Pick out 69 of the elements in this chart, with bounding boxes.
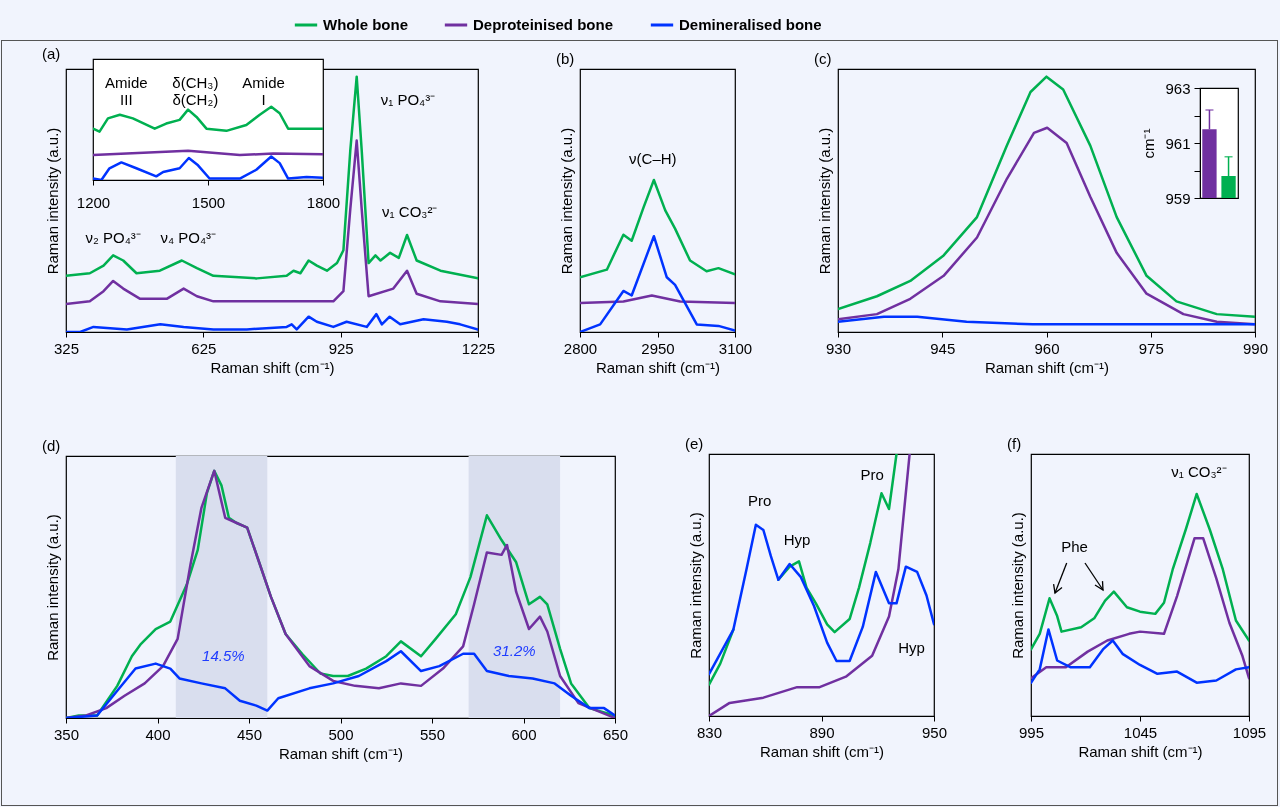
x-axis-title: Raman shift (cm⁻¹) [1078, 742, 1203, 760]
x-tick-label: 930 [825, 339, 852, 357]
y-tick-label: 963 [1165, 79, 1191, 97]
x-tick-label: 945 [930, 339, 956, 357]
text: ν(C–H) [629, 149, 677, 167]
x-tick-label: 925 [328, 339, 354, 357]
y-axis-title: Raman intensity (a.u.) [557, 127, 575, 275]
x-tick-label: 350 [53, 725, 80, 743]
x-tick-label: 3100 [718, 339, 753, 357]
chart-title: (d) [42, 437, 61, 454]
x-tick-label: 400 [145, 725, 171, 743]
annotation: ν₁ CO₃²⁻ [382, 202, 438, 220]
x-tick-label: 995 [1018, 723, 1045, 741]
x-tick-label: 500 [328, 725, 354, 743]
legend-label: Deproteinised bone [473, 16, 614, 33]
y-axis-title: Raman intensity (a.u.) [1008, 512, 1026, 659]
annotation: Pro [747, 492, 772, 510]
x-tick-label: 1500 [191, 193, 226, 211]
x-tick-label: 450 [236, 725, 263, 743]
x-axis-title: Raman shift (cm⁻¹) [595, 358, 721, 376]
x-tick-label: 550 [419, 725, 446, 743]
y-axis-title: Raman intensity (a.u.) [815, 127, 833, 275]
x-tick-label: 950 [921, 723, 948, 741]
x-tick-label: 600 [511, 725, 537, 743]
annotation: Amide I [242, 74, 285, 109]
y-tick-label: 959 [1165, 189, 1191, 207]
x-tick-label: 1200 [76, 193, 111, 211]
x-tick-label: 1800 [306, 193, 341, 211]
x-tick-label: 960 [1034, 339, 1060, 357]
annotation: δ(CH₃) δ(CH₂) [172, 74, 219, 109]
chart-title: (a) [42, 45, 61, 62]
chart-title: (b) [556, 50, 575, 67]
x-tick-label: 830 [696, 723, 723, 741]
x-tick-label: 890 [809, 723, 835, 741]
x-tick-label: 2800 [563, 339, 598, 357]
annotation: ν₄ PO₄³⁻ [160, 228, 217, 246]
annotation: Amide III [105, 74, 148, 109]
x-axis-title: Raman shift (cm⁻¹) [210, 358, 335, 376]
x-tick-label: 2950 [641, 339, 675, 357]
y-tick-label: 961 [1165, 134, 1191, 152]
y-axis-title: Raman intensity (a.u.) [686, 512, 704, 659]
x-tick-label: 1095 [1232, 723, 1267, 741]
chart-title: (f) [1007, 435, 1022, 452]
x-axis-title: Raman shift (cm⁻¹) [278, 744, 404, 762]
text: ν₁ CO₃²⁻ [1171, 462, 1227, 480]
annotation: Phe [1061, 538, 1088, 556]
chart-title: (c) [814, 50, 832, 67]
annotation: Pro [860, 465, 884, 483]
annotation: Hyp [783, 531, 811, 549]
annotation: 31.2% [493, 642, 536, 660]
x-tick-label: 1225 [461, 339, 496, 357]
y-axis-title: Raman intensity (a.u.) [43, 514, 61, 661]
x-tick-label: 650 [602, 725, 629, 743]
x-tick-label: 990 [1242, 339, 1269, 357]
x-tick-label: 625 [191, 339, 217, 357]
annotation: Hyp [898, 638, 925, 656]
legend-label: Demineralised bone [679, 16, 822, 33]
annotation: 14.5% [202, 647, 245, 665]
annotation: ν₂ PO₄³⁻ [85, 228, 141, 246]
x-axis-title: Raman shift (cm⁻¹) [984, 358, 1110, 376]
legend-label: Whole bone [323, 16, 408, 33]
x-tick-label: 325 [53, 339, 80, 357]
chart-title: (e) [685, 435, 704, 452]
x-tick-label: 975 [1138, 339, 1164, 357]
y-axis-title: cm⁻¹ [1140, 128, 1158, 159]
x-tick-label: 1045 [1123, 723, 1158, 741]
annotation: ν₁ PO₄³⁻ [380, 90, 436, 108]
y-axis-title: Raman intensity (a.u.) [43, 127, 61, 275]
x-axis-title: Raman shift (cm⁻¹) [759, 742, 885, 760]
